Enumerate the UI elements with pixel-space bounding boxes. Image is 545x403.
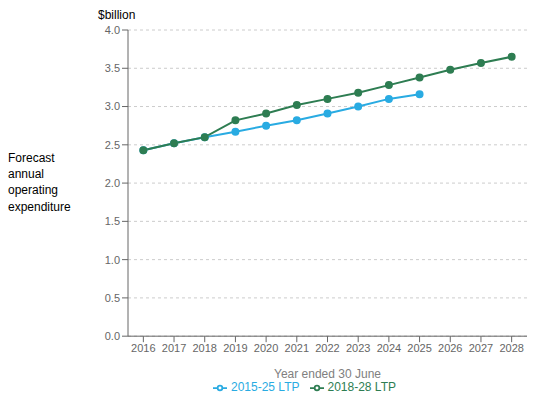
svg-text:2016: 2016 bbox=[131, 342, 155, 354]
svg-text:2018: 2018 bbox=[192, 342, 216, 354]
svg-text:2.5: 2.5 bbox=[105, 139, 120, 151]
svg-text:2021: 2021 bbox=[285, 342, 309, 354]
svg-text:2019: 2019 bbox=[223, 342, 247, 354]
html-text:$billion: $billion bbox=[98, 8, 136, 22]
svg-text:4.0: 4.0 bbox=[105, 24, 120, 36]
svg-text:3.5: 3.5 bbox=[105, 62, 120, 74]
svg-text:2028: 2028 bbox=[499, 342, 523, 354]
svg-text:2025: 2025 bbox=[407, 342, 431, 354]
html-text:Forecast annual operating expe: Forecast annual operating expenditure bbox=[8, 151, 71, 214]
svg-text:0.5: 0.5 bbox=[105, 292, 120, 304]
svg-text:Year ended 30 June: Year ended 30 June bbox=[274, 367, 381, 381]
svg-text:2026: 2026 bbox=[438, 342, 462, 354]
svg-text:0.0: 0.0 bbox=[105, 330, 120, 342]
svg-text:1.0: 1.0 bbox=[105, 254, 120, 266]
svg-text:2022: 2022 bbox=[315, 342, 339, 354]
html-text:2015-25 LTP: 2015-25 LTP bbox=[231, 380, 300, 395]
svg-text:2024: 2024 bbox=[377, 342, 401, 354]
svg-text:2.0: 2.0 bbox=[105, 177, 120, 189]
svg-text:2027: 2027 bbox=[469, 342, 493, 354]
svg-text:2020: 2020 bbox=[254, 342, 278, 354]
svg-text:1.5: 1.5 bbox=[105, 215, 120, 227]
svg-text:2017: 2017 bbox=[162, 342, 186, 354]
svg-text:3.0: 3.0 bbox=[105, 100, 120, 112]
html-text:2018-28 LTP: 2018-28 LTP bbox=[327, 380, 396, 395]
svg-text:2023: 2023 bbox=[346, 342, 370, 354]
